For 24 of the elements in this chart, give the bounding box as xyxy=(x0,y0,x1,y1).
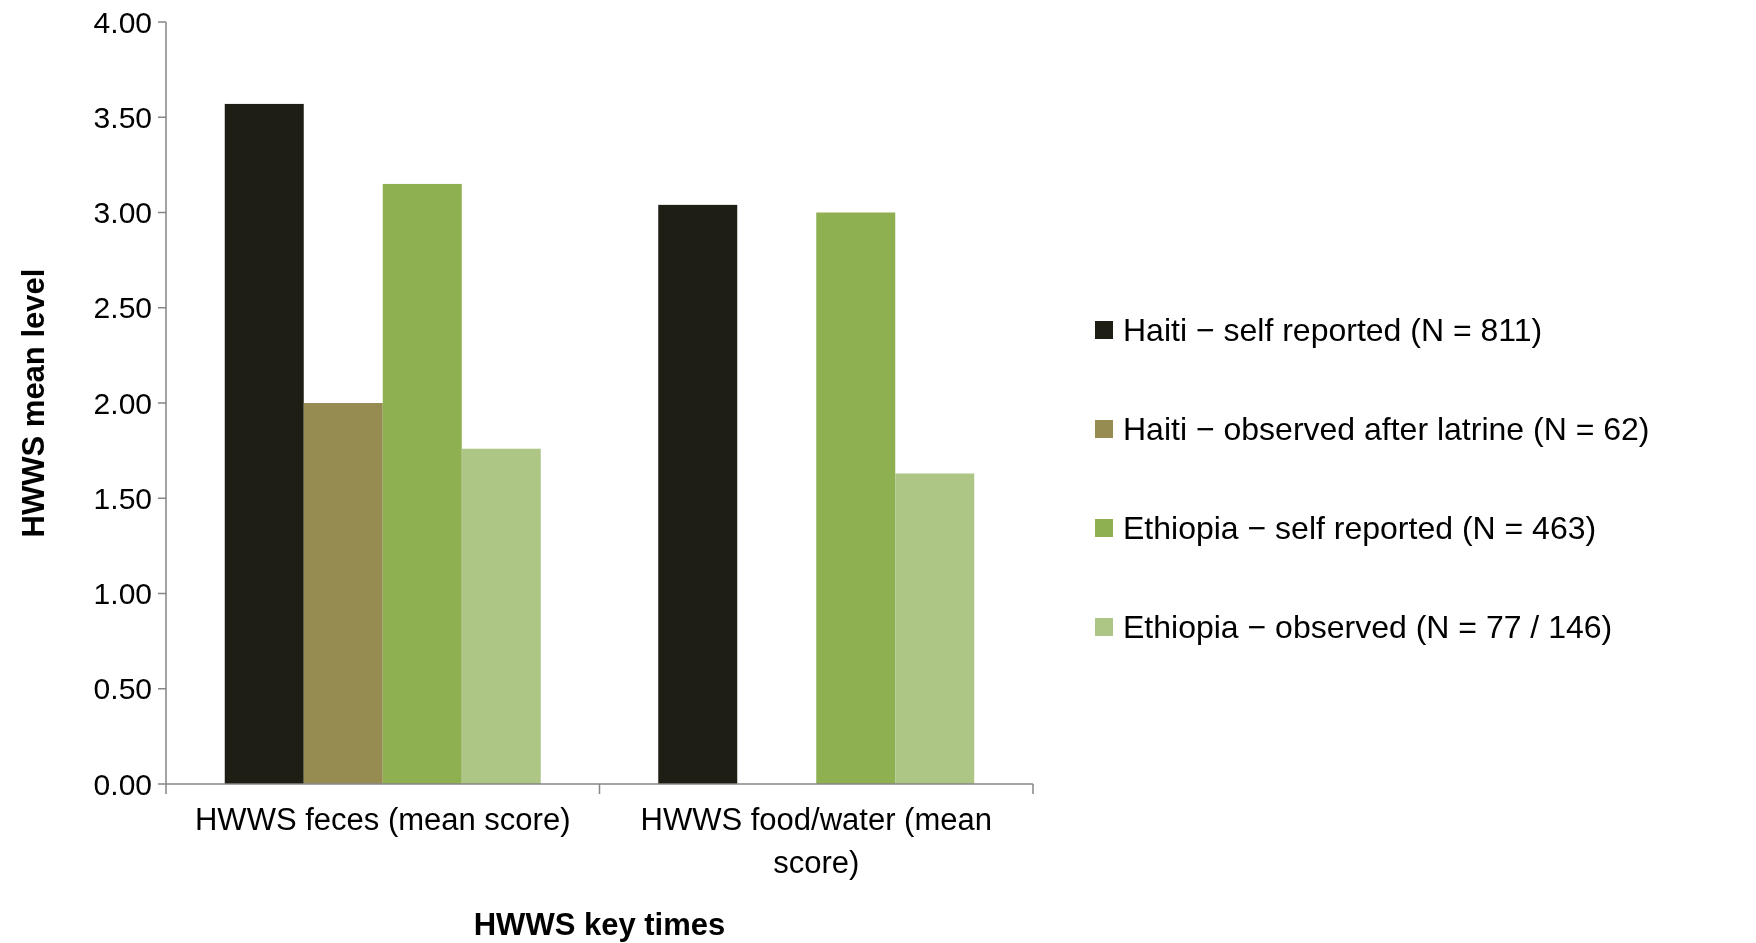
y-tick-label: 2.50 xyxy=(93,291,152,325)
y-axis-title: HWWS mean level xyxy=(16,268,51,538)
bar xyxy=(461,448,541,784)
legend-label: Ethiopia − observed (N = 77 / 146) xyxy=(1123,609,1613,646)
y-tick-label: 0.00 xyxy=(93,767,152,801)
x-axis-title: HWWS key times xyxy=(473,907,726,942)
bar xyxy=(382,183,462,784)
legend-label: Ethiopia − self reported (N = 463) xyxy=(1123,510,1597,547)
y-tick-label: 0.50 xyxy=(93,672,152,706)
y-tick-label: 3.50 xyxy=(93,100,152,134)
x-tick-label: HWWS feces (mean score) xyxy=(194,802,571,837)
bar xyxy=(303,403,383,784)
bar xyxy=(816,212,896,784)
x-tick-label: HWWS food/water (mean score) xyxy=(640,802,992,880)
y-tick-label: 1.00 xyxy=(93,577,152,610)
bar xyxy=(895,473,975,784)
bar xyxy=(658,204,738,784)
y-tick-label: 2.00 xyxy=(93,386,152,420)
y-tick-label: 4.00 xyxy=(93,5,152,39)
bar xyxy=(224,103,304,784)
legend-label: Haiti − observed after latrine (N = 62) xyxy=(1123,411,1650,448)
y-tick-label: 3.00 xyxy=(93,196,152,229)
legend-label: Haiti − self reported (N = 811) xyxy=(1123,312,1543,349)
y-tick-label: 1.50 xyxy=(93,481,152,515)
